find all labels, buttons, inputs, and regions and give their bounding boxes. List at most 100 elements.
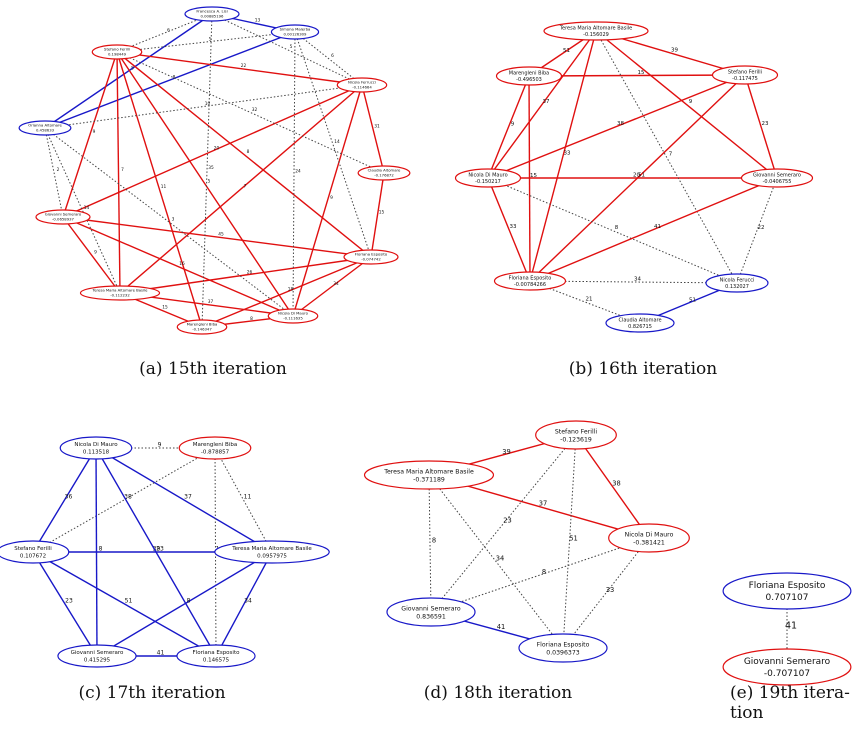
node-value: -0.00784266 xyxy=(514,282,546,288)
edge xyxy=(529,280,738,284)
node-value: 0.0396373 xyxy=(546,649,580,656)
node-value: 0.107672 xyxy=(20,553,46,559)
node-label: Nicola Di Mauro xyxy=(74,442,118,448)
edge-weight: 51 xyxy=(689,298,696,304)
node-value: 0.00126309 xyxy=(284,32,308,37)
node-label: Giovanni Semeraro xyxy=(45,212,82,217)
edge-weight: 41 xyxy=(157,650,165,657)
node-value: -0.156029 xyxy=(583,32,609,38)
caption: (e) 19th itera­tion xyxy=(730,683,850,723)
edge-weight: 8 xyxy=(187,598,191,605)
edge-weight: 23 xyxy=(156,546,164,553)
edge xyxy=(487,74,746,179)
node xyxy=(608,523,690,553)
node-value: -0.117475 xyxy=(732,76,758,82)
edge-weight: 23 xyxy=(762,121,769,127)
edge xyxy=(62,216,372,258)
edge-weight: 9 xyxy=(511,122,515,128)
edge xyxy=(44,31,296,129)
edge-weight: 33 xyxy=(564,151,571,157)
node-label: Marengleni Biba xyxy=(187,322,218,327)
edge xyxy=(96,551,273,657)
node-label: Simona Malerba xyxy=(280,27,311,32)
node-label: Teresa Maria Altomare Basile xyxy=(231,546,312,552)
node-label: Nicola Di Mauro xyxy=(625,531,674,538)
panel: 13 5 8 9 7 11 5 8 22 31 20 7 15 45 9 16 26 34 15 37 8 9 18 6 5 5 6… xyxy=(18,6,411,335)
edge-weight: 39 xyxy=(502,448,511,456)
edge-weight: 51 xyxy=(638,173,645,179)
node-label: Floriana Esposito xyxy=(193,650,241,656)
edge-weight: 41 xyxy=(785,621,797,632)
panel: 39 38 37 23 51 8 34 8 33 41 Stefano Ferilli-0.1236… xyxy=(363,420,690,663)
edge-weight: 41 xyxy=(497,623,506,631)
edge xyxy=(44,84,363,129)
edge-weight: 8 xyxy=(173,75,176,81)
node-label: Marengleni Biba xyxy=(509,71,549,77)
edge-weight: 26 xyxy=(247,270,253,276)
edge xyxy=(201,256,372,328)
edge-weight: 38 xyxy=(612,480,621,488)
node-label: Nicola Ferucci xyxy=(720,278,755,284)
node xyxy=(722,572,852,610)
edge-weight: 51 xyxy=(563,48,570,54)
edge-weight: 38 xyxy=(124,494,132,501)
node-label: Giovanni Semeraro xyxy=(753,173,801,179)
edge-weight: 23 xyxy=(65,598,73,605)
edge-weight: 41 xyxy=(654,224,661,230)
edge xyxy=(62,51,118,218)
edge xyxy=(116,51,121,294)
node xyxy=(711,65,779,85)
edge-weight: 8 xyxy=(615,225,619,231)
node-label: Giovanni Semeraro xyxy=(71,650,124,656)
node-value: 0.458633 xyxy=(36,128,55,133)
node-value: -0.146347 xyxy=(192,327,212,332)
edge-weight: 14 xyxy=(84,205,90,211)
edge-weight: 5 xyxy=(290,44,293,50)
edge xyxy=(116,51,203,328)
node-label: Teresa Maria Altomare Basile xyxy=(559,26,632,32)
node xyxy=(59,436,133,460)
node-label: Giovanni Semeraro xyxy=(401,605,461,612)
edge-weight: 35 xyxy=(208,165,214,171)
edge-weight: 31 xyxy=(374,124,380,130)
edge xyxy=(95,447,217,657)
node-value: -0.176872 xyxy=(374,173,394,178)
edge xyxy=(116,13,213,53)
edge-weight: 7 xyxy=(121,167,124,173)
edge xyxy=(595,30,738,284)
node-label: Floriana Esposito xyxy=(355,252,388,257)
node-value: 0.415295 xyxy=(84,657,111,663)
node-label: Nicola Ferrucci xyxy=(348,80,376,85)
node-value: 0.826715 xyxy=(628,324,652,330)
node-label: Giovanni Semeraro xyxy=(744,657,831,667)
edge xyxy=(44,13,213,129)
node-label: Teresa Maria Altomare Basile xyxy=(92,288,149,293)
node xyxy=(270,24,320,40)
node-value: 0.146575 xyxy=(203,657,230,663)
node xyxy=(176,644,256,668)
edge xyxy=(116,51,363,86)
edge xyxy=(62,216,121,294)
edge-weight: 9 xyxy=(158,442,162,449)
node-value: -0.371189 xyxy=(413,476,445,483)
edge xyxy=(487,30,597,179)
edge-weight: 5 xyxy=(209,37,212,43)
edge xyxy=(294,31,363,86)
edge-weight: 3 xyxy=(172,217,175,223)
node-value: 0.113518 xyxy=(83,449,110,455)
edge xyxy=(116,51,294,317)
edge xyxy=(62,84,363,218)
edge-weight: 32 xyxy=(252,107,258,113)
node-label: Floriana Esposito xyxy=(509,276,552,282)
node-value: -0.0658937 xyxy=(52,217,74,222)
edge xyxy=(62,216,294,317)
edge-weight: 8 xyxy=(99,546,103,553)
node-value: 0.00885196 xyxy=(201,14,225,19)
edge-weight: 8 xyxy=(432,537,436,545)
node-label: Marengleni Biba xyxy=(193,442,237,448)
node-label: Francesca A. Lisi xyxy=(196,9,227,14)
edge xyxy=(214,447,273,553)
node xyxy=(336,77,388,93)
edge-weight: 6 xyxy=(331,53,334,59)
node-value: -0.123619 xyxy=(560,436,592,443)
